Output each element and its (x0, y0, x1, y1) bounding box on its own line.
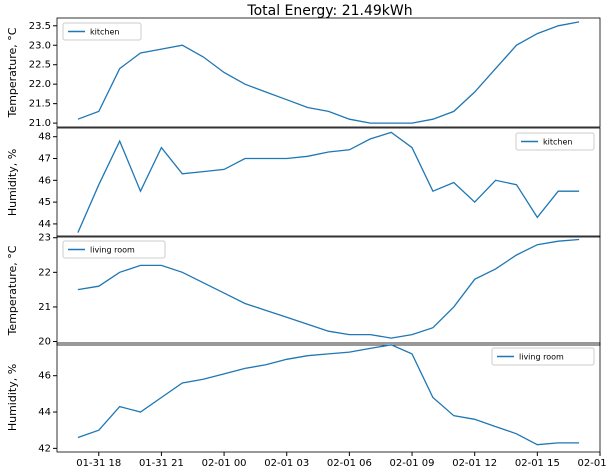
axes-frame (56, 342, 601, 453)
x-tick-label: 02-01 18 (578, 458, 607, 469)
y-tick-label: 23 (38, 233, 51, 244)
y-tick-label: 21.0 (29, 118, 51, 129)
chart-title: Total Energy: 21.49kWh (246, 3, 412, 19)
y-tick-label: 47 (38, 154, 51, 165)
x-tick-label: 02-01 15 (515, 458, 560, 469)
y-tick-label: 23.0 (29, 40, 51, 51)
line (77, 21, 580, 124)
x-tick-label: 02-01 03 (264, 458, 309, 469)
y-tick-label: 20 (38, 337, 51, 348)
legend-label: living room (519, 353, 564, 362)
axes-frame (56, 127, 601, 238)
y-axis-label: Humidity, % (6, 149, 19, 216)
legend-label: kitchen (543, 138, 572, 147)
y-axis-label: Humidity, % (6, 364, 19, 431)
y-tick-label: 23.5 (29, 21, 51, 32)
axes-frame (56, 17, 601, 128)
y-tick-label: 44 (38, 219, 51, 230)
legend-box (515, 132, 595, 151)
x-tick-label: 02-01 06 (327, 458, 372, 469)
legend-box (491, 347, 595, 366)
x-tick-label: 02-01 12 (452, 458, 497, 469)
y-tick-label: 22 (38, 267, 51, 278)
y-tick-label: 21 (38, 302, 51, 313)
y-tick-label: 22.5 (29, 60, 51, 71)
line (77, 344, 580, 446)
y-tick-label: 44 (38, 407, 51, 418)
axes-frame (56, 235, 601, 346)
x-tick-label: 01-31 18 (76, 458, 121, 469)
y-tick-label: 48 (38, 132, 51, 143)
legend-box (62, 22, 142, 41)
legend-label: living room (90, 246, 135, 255)
y-tick-label: 21.5 (29, 99, 51, 110)
x-tick-label: 02-01 09 (390, 458, 435, 469)
x-tick-label: 01-31 21 (139, 458, 184, 469)
y-tick-label: 22.0 (29, 79, 51, 90)
y-tick-label: 45 (38, 197, 51, 208)
y-tick-label: 42 (38, 443, 51, 454)
line (77, 131, 580, 233)
y-axis-label: Temperature, °C (6, 27, 19, 118)
x-tick-label: 02-01 00 (202, 458, 247, 469)
y-tick-label: 46 (38, 175, 51, 186)
legend-box (62, 240, 166, 259)
legend-label: kitchen (90, 28, 119, 37)
y-tick-label: 46 (38, 371, 51, 382)
y-axis-label: Temperature, °C (6, 245, 19, 336)
line (77, 238, 580, 339)
